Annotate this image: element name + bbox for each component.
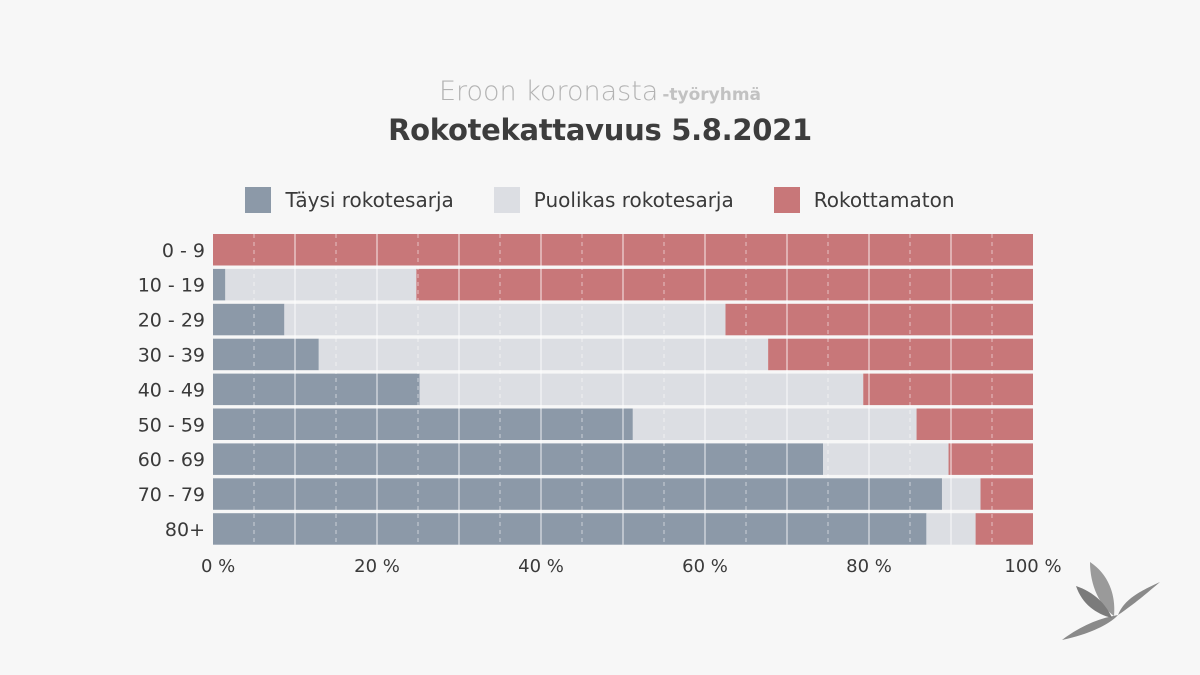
legend-item-unvaccinated: Rokottamaton	[773, 187, 955, 213]
category-label-5: 50 - 59	[138, 414, 205, 436]
category-label-4: 40 - 49	[138, 379, 205, 401]
bar-unvaccinated-7	[980, 478, 1033, 510]
legend-label-partial: Puolikas rokotesarja	[533, 188, 734, 212]
supertitle-suffix: -työryhmä	[662, 85, 762, 105]
x-tick-label-60: 60 %	[682, 556, 728, 577]
legend-swatch-unvaccinated	[773, 187, 800, 213]
bar-unvaccinated-8	[975, 513, 1033, 545]
bar-full-8	[213, 513, 927, 545]
legend-label-full: Täysi rokotesarja	[285, 188, 454, 212]
x-tick-label-40: 40 %	[518, 556, 564, 577]
bar-unvaccinated-5	[916, 408, 1033, 440]
bar-full-3	[213, 338, 319, 371]
category-label-7: 70 - 79	[138, 484, 205, 506]
category-label-2: 20 - 29	[138, 310, 205, 332]
legend-item-partial: Puolikas rokotesarja	[493, 187, 734, 213]
bar-unvaccinated-2	[725, 303, 1033, 336]
bar-unvaccinated-3	[768, 338, 1033, 371]
bar-partial-2	[284, 303, 726, 336]
bar-partial-3	[318, 338, 769, 371]
bar-partial-7	[941, 478, 981, 510]
legend-swatch-partial	[493, 187, 520, 213]
legend-swatch-full	[245, 187, 272, 213]
legend-item-full: Täysi rokotesarja	[245, 187, 454, 213]
bird-logo-icon	[1062, 562, 1160, 640]
category-label-8: 80+	[165, 519, 205, 541]
category-label-3: 30 - 39	[138, 344, 205, 366]
bar-unvaccinated-1	[416, 268, 1033, 301]
bar-full-6	[213, 443, 824, 475]
bar-partial-1	[225, 268, 417, 301]
bar-full-2	[213, 303, 285, 336]
category-label-6: 60 - 69	[138, 449, 205, 471]
supertitle-main: Eroon koronasta	[438, 76, 659, 107]
bar-partial-6	[823, 443, 949, 475]
x-tick-label-20: 20 %	[354, 556, 400, 577]
bar-unvaccinated-4	[863, 373, 1033, 406]
x-tick-label-0: 0 %	[201, 556, 235, 577]
bar-partial-4	[419, 373, 864, 406]
bar-full-5	[213, 408, 633, 440]
bar-full-1	[213, 268, 226, 301]
x-tick-label-100: 100 %	[1004, 556, 1061, 577]
chart-legend: Täysi rokotesarja Puolikas rokotesarja Rok…	[0, 187, 1200, 213]
bar-unvaccinated-6	[948, 443, 1033, 475]
chart-supertitle: Eroon koronasta -työryhmä	[0, 76, 1200, 107]
legend-label-unvaccinated: Rokottamaton	[813, 188, 955, 212]
x-tick-label-80: 80 %	[846, 556, 892, 577]
chart-title: Rokotekattavuus 5.8.2021	[388, 113, 812, 147]
category-label-1: 10 - 19	[138, 275, 205, 297]
bar-full-4	[213, 373, 420, 406]
category-label-0: 0 - 9	[162, 240, 205, 262]
bar-full-7	[213, 478, 942, 510]
chart-header: Eroon koronasta -työryhmä Rokotekattavuus…	[0, 76, 1200, 147]
bar-partial-5	[632, 408, 917, 440]
